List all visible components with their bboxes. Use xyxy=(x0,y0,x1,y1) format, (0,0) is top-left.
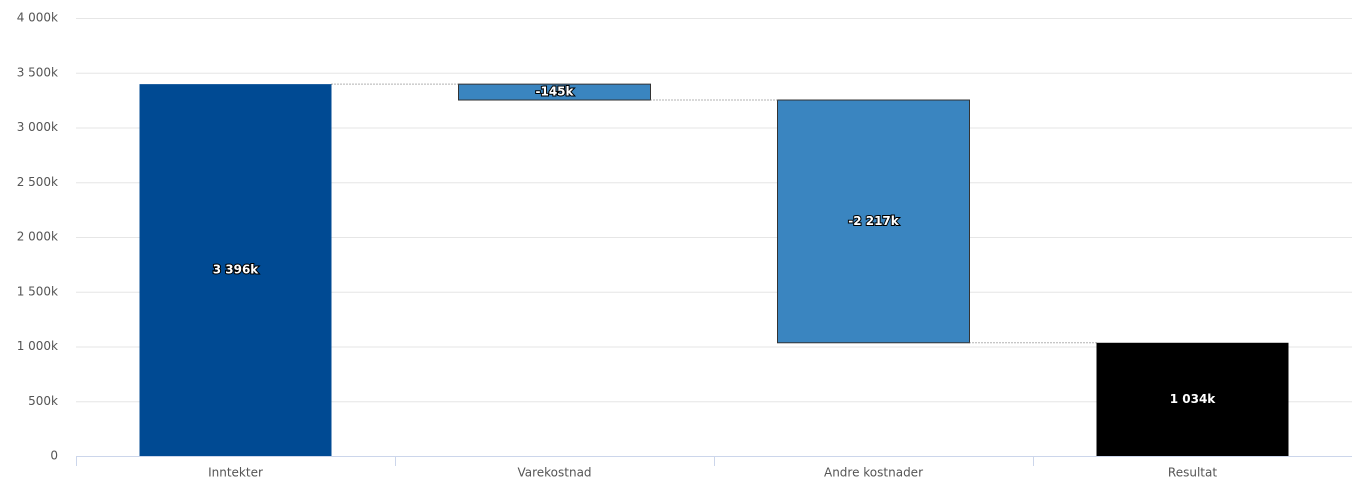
value-label: -2 217k xyxy=(848,214,900,228)
y-tick-label: 2 500k xyxy=(17,175,58,189)
x-tick-label: Inntekter xyxy=(208,466,263,479)
y-tick-label: 500k xyxy=(28,394,58,408)
x-tick-label: Resultat xyxy=(1168,466,1217,479)
y-tick-label: 0 xyxy=(50,449,58,463)
y-tick-label: 4 000k xyxy=(17,11,58,25)
x-tick-label: Varekostnad xyxy=(517,466,591,479)
plot: 0 500k 1 000k 1 500k 2 000k 2 500k 3 000k 3 500… xyxy=(17,11,1352,479)
y-tick-label: 3 500k xyxy=(17,65,58,79)
bar xyxy=(1096,342,1289,456)
y-tick-label: 2 000k xyxy=(17,230,58,244)
bar xyxy=(777,99,970,344)
value-label: 3 396k xyxy=(213,263,260,277)
x-tick-label: Andre kostnader xyxy=(824,466,923,479)
value-label: 1 034k xyxy=(1170,392,1217,406)
bar xyxy=(139,84,332,456)
bar xyxy=(458,83,651,101)
y-tick-label: 3 000k xyxy=(17,120,58,134)
y-tick-label: 1 000k xyxy=(17,339,58,353)
y-tick-label: 1 500k xyxy=(17,284,58,298)
value-label: -145k xyxy=(535,85,574,99)
